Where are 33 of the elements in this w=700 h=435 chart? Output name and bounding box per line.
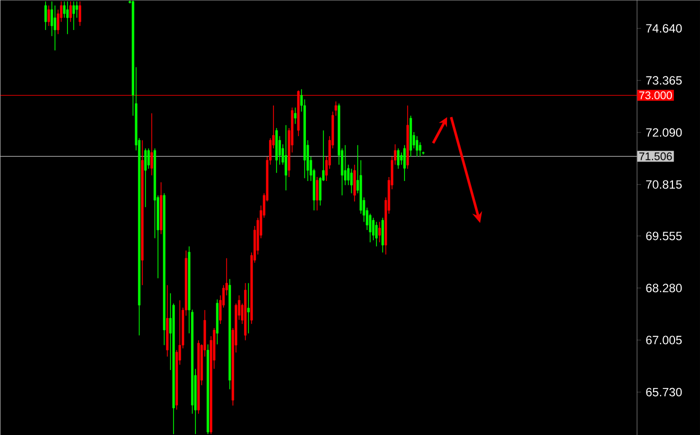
- ref-line-label: 73.000: [639, 91, 672, 100]
- candlestick: [76, 0, 78, 18]
- candlestick: [378, 221, 381, 243]
- candlestick: [316, 176, 318, 211]
- ref-line-label: 71.506: [639, 152, 672, 160]
- y-tick-label: 68.280: [646, 284, 682, 292]
- candlestick: [78, 0, 82, 26]
- y-tick-label: 67.005: [646, 336, 682, 344]
- y-tick-label: 74.640: [646, 24, 682, 33]
- candlestick: [284, 124, 288, 191]
- y-tick-label: 69.555: [646, 232, 682, 240]
- candlestick: [350, 168, 353, 194]
- candlestick: [247, 282, 250, 334]
- candlestick: [400, 152, 403, 166]
- candlestick: [54, 5, 56, 51]
- candlestick: [48, 5, 50, 26]
- candlestick: [403, 144, 406, 182]
- candlestick: [69, 0, 72, 22]
- y-tick-label: 72.090: [646, 128, 682, 137]
- y-tick-label: 70.815: [646, 180, 682, 189]
- candlestick: [416, 136, 418, 157]
- candlestick: [150, 112, 153, 176]
- y-tick-label: 73.365: [646, 76, 682, 85]
- candlestick: [294, 107, 296, 124]
- candlestick: [66, 0, 69, 34]
- candlestick: [147, 148, 150, 170]
- candlestick: [144, 148, 147, 208]
- candlestick: [418, 142, 422, 157]
- candlestick: [397, 148, 400, 170]
- candlestick: [72, 0, 75, 30]
- candlestick: [375, 221, 378, 247]
- candlestick: [44, 0, 47, 30]
- y-tick-label: 65.730: [646, 388, 682, 396]
